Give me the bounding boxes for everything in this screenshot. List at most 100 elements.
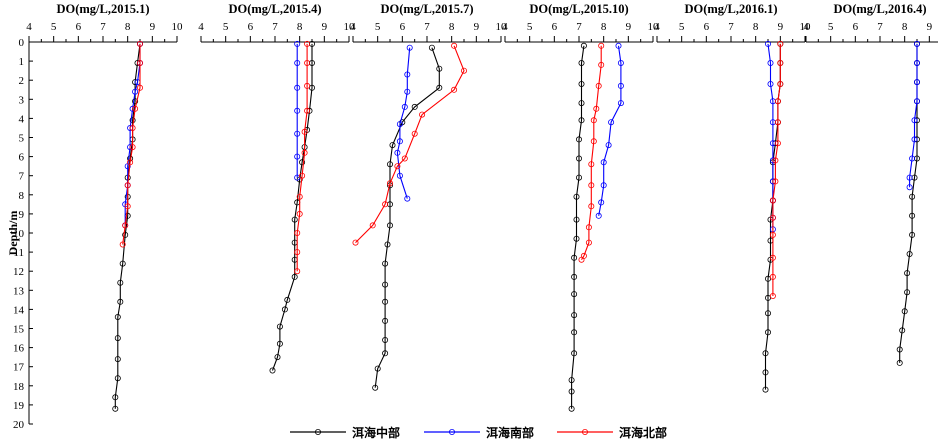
data-point [299,172,306,179]
data-point [382,298,389,305]
data-point [598,61,605,68]
data-point [762,350,769,357]
series-洱海中部 [269,40,315,374]
x-tick-label: 8 [297,21,303,33]
data-point [769,292,776,299]
data-point [769,214,776,221]
data-point [896,359,903,366]
data-point [374,365,381,372]
data-point [774,98,781,105]
series-洱海中部 [568,42,587,412]
series-洱海南部 [595,42,624,219]
data-point [777,60,784,67]
data-point [301,149,308,156]
x-tick-label: 7 [272,21,278,33]
data-point [294,130,301,137]
panel-4: DO(mg/L,2015.10) 4 5 6 7 8 9 10 [502,2,659,412]
data-point [124,203,131,210]
data-point [578,256,585,263]
series-line [396,47,411,199]
data-point [436,65,443,72]
data-point [617,82,624,89]
data-point [911,136,918,143]
data-point [901,308,908,315]
data-point [777,81,784,88]
panel-2: DO(mg/L,2015.4) 4 5 6 7 8 9 10 [198,2,356,374]
data-point [269,367,276,374]
data-point [132,88,139,95]
data-point [386,180,393,187]
data-point [136,84,143,91]
data-point [909,231,916,238]
depth-tick-label: 5 [19,133,25,145]
series-line [581,45,602,260]
series-洱海南部 [294,40,301,181]
legend-label: 洱海南部 [486,425,534,440]
panel-6: DO(mg/L,2016.4) 4 5 6 7 8 9 10 [803,2,938,366]
data-point [382,336,389,343]
data-point [593,105,600,112]
x-tick-label: 4 [26,21,32,33]
data-point [772,178,779,185]
data-point [588,203,595,210]
data-point [568,405,575,412]
data-point [598,42,605,49]
x-tick-label: 10 [344,21,356,33]
data-point [571,273,578,280]
data-point [436,84,443,91]
data-point [769,254,776,261]
data-point [382,260,389,267]
data-point [595,212,602,219]
data-point [568,388,575,395]
x-tick-label: 6 [853,21,859,33]
data-point [294,268,301,275]
data-point [389,142,396,149]
data-point [585,224,592,231]
legend-label: 洱海中部 [352,425,400,440]
series-line [114,43,141,409]
data-point [294,107,301,114]
depth-tick-label: 18 [13,381,25,393]
x-tick-label: 8 [753,21,759,33]
data-point [765,329,772,336]
data-point [911,117,918,124]
data-point [774,140,781,147]
data-point [777,40,784,47]
data-point [406,44,413,51]
depth-tick-label: 2 [19,75,25,87]
data-point [576,174,583,181]
data-point [119,260,126,267]
panel-5: DO(mg/L,2016.1) 4 5 6 7 8 9 10 [654,2,811,393]
y-axis-label: Depth/m [6,211,20,256]
depth-tick-label: 14 [13,304,25,316]
x-tick-label: 7 [728,21,734,33]
data-point [906,184,913,191]
data-point [914,98,921,105]
data-point [294,40,301,47]
depth-tick-label: 4 [19,113,25,125]
data-point [762,369,769,376]
data-point [411,103,418,110]
data-point [600,159,607,166]
data-point [386,161,393,168]
data-point [617,100,624,107]
data-point [615,42,622,49]
depth-tick-label: 11 [13,247,24,259]
panel-title: DO(mg/L,2015.1) [56,2,149,16]
depth-tick-label: 6 [19,152,25,164]
series-line [122,43,141,245]
series-line [899,43,918,363]
data-point [122,231,129,238]
data-point [774,119,781,126]
x-tick-label: 4 [803,21,809,33]
x-tick-label: 4 [198,21,204,33]
data-point [904,270,911,277]
x-tick-label: 6 [704,21,710,33]
x-tick-label: 6 [400,21,406,33]
x-tick-label: 5 [375,21,381,33]
data-point [114,356,121,363]
data-point [608,119,615,126]
x-tick-label: 8 [449,21,455,33]
x-tick-label: 5 [223,21,229,33]
